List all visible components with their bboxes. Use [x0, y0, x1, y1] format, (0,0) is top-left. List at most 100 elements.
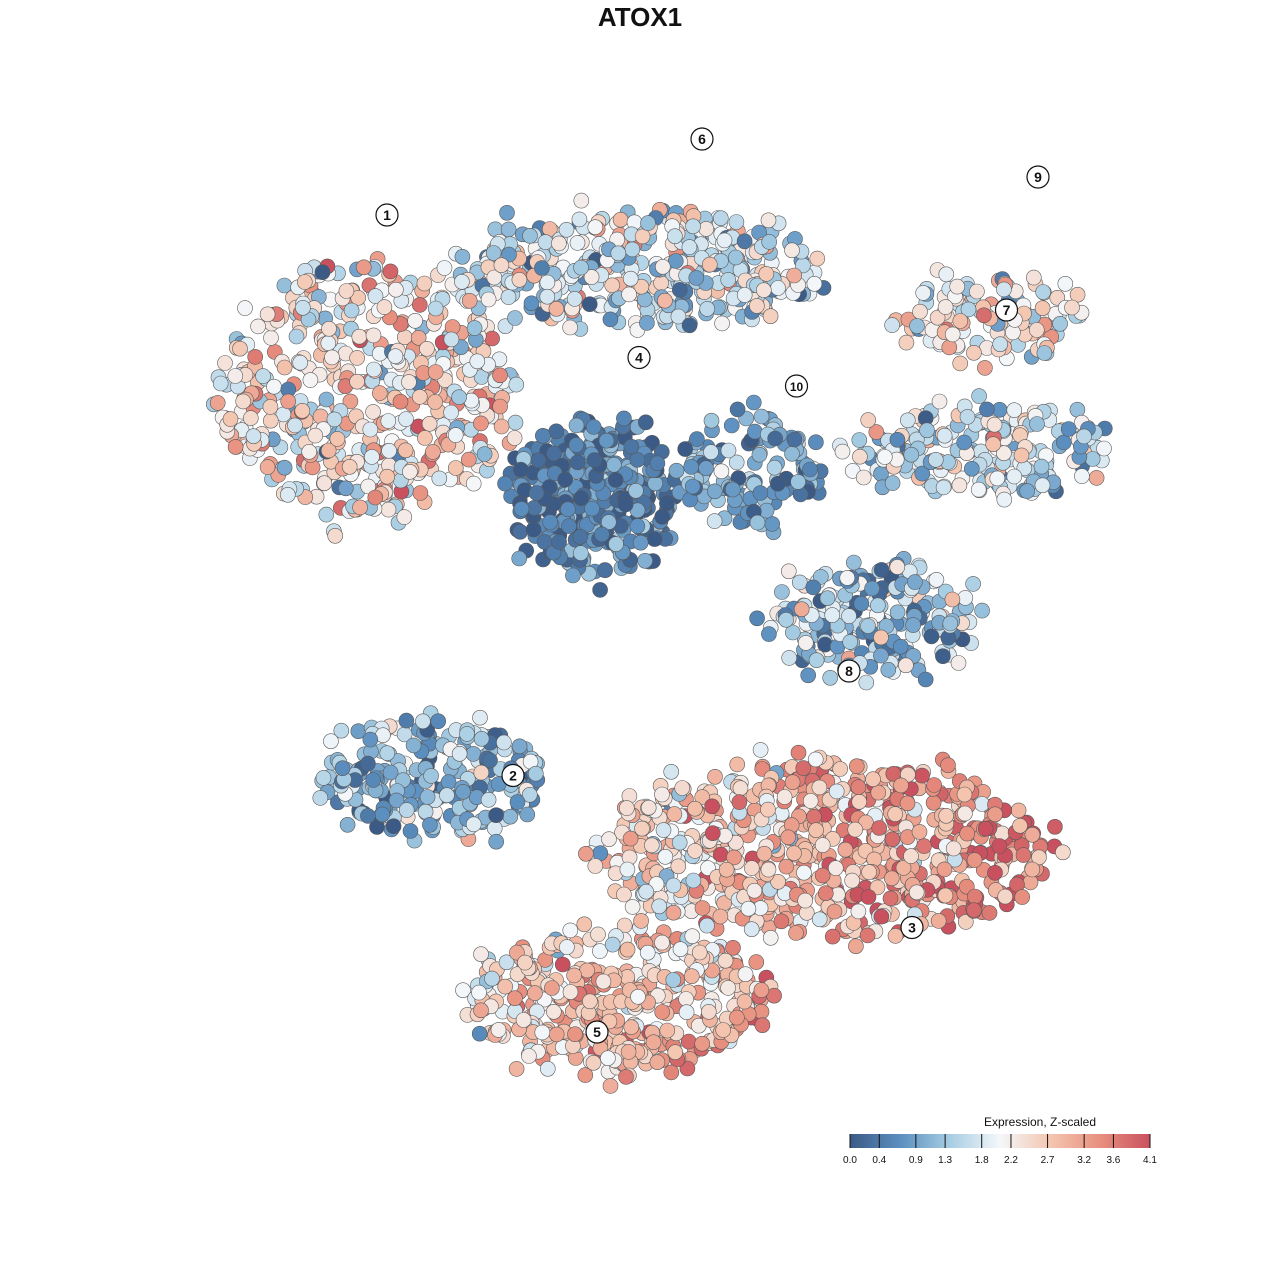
cell-point [797, 635, 814, 651]
cell-point [633, 913, 649, 929]
cluster-label-text: 10 [790, 380, 804, 394]
cell-point [766, 459, 783, 476]
cell-point [941, 339, 958, 356]
cell-point [227, 439, 244, 455]
cell-point [873, 562, 890, 578]
cell-point [774, 584, 790, 600]
cell-point [280, 393, 297, 410]
cell-point [717, 952, 734, 969]
cell-point [663, 1064, 680, 1081]
cell-point [451, 389, 467, 406]
cell-point [493, 418, 510, 435]
cluster-label-9: 9 [1026, 165, 1050, 189]
cell-point [497, 978, 514, 995]
cell-point [398, 411, 414, 427]
cell-point [557, 471, 574, 488]
cell-point [473, 946, 489, 963]
cell-point [882, 890, 899, 907]
cell-point [622, 270, 639, 287]
colorbar-tick-label: 0.9 [909, 1155, 923, 1166]
cell-point [259, 306, 276, 323]
cell-point [956, 786, 973, 803]
cell-point [367, 489, 384, 506]
cell-point [350, 289, 367, 306]
colorbar-tick-label: 1.3 [938, 1155, 952, 1166]
cell-point [633, 278, 650, 295]
cell-point [581, 296, 598, 313]
cell-point [844, 872, 860, 889]
cell-point [749, 298, 765, 314]
cell-point [334, 760, 351, 777]
cell-point [1006, 402, 1023, 419]
cell-point [1056, 434, 1072, 451]
cell-point [848, 938, 864, 955]
cell-point [634, 228, 651, 245]
cell-point [694, 789, 711, 805]
cell-point [687, 843, 703, 859]
cell-point [949, 278, 966, 295]
cell-point [654, 508, 671, 525]
cell-point [944, 326, 961, 343]
cell-point [365, 361, 382, 378]
cell-point [436, 260, 453, 276]
cell-point [212, 375, 229, 392]
cell-point [727, 249, 744, 266]
cell-point [465, 475, 482, 492]
cell-point [666, 806, 683, 822]
cell-point [971, 388, 987, 404]
cell-point [786, 845, 802, 862]
cell-point [712, 908, 729, 925]
cell-point [410, 329, 427, 346]
cell-point [905, 617, 922, 633]
cell-point [587, 858, 604, 874]
cell-point [704, 798, 720, 815]
cell-point [991, 838, 1008, 854]
cell-point [1029, 322, 1045, 338]
cell-point [850, 779, 867, 796]
cell-point [1024, 826, 1041, 843]
cell-point [895, 860, 912, 876]
cell-point [472, 709, 488, 726]
cell-point [637, 552, 653, 569]
cell-point [594, 526, 610, 543]
cell-point [455, 783, 471, 800]
cell-point [1014, 889, 1031, 905]
cell-point [385, 818, 402, 835]
cell-point [1047, 818, 1063, 835]
cell-point [796, 864, 812, 881]
cluster-label-badge [1026, 165, 1050, 189]
cell-point [970, 481, 987, 498]
cell-point [665, 972, 682, 988]
cell-point [793, 601, 810, 618]
cell-point [861, 864, 877, 880]
cell-point [473, 764, 490, 781]
cell-point [944, 591, 961, 608]
cell-point [343, 302, 360, 319]
cell-point [587, 219, 604, 235]
cell-point [916, 838, 932, 854]
cell-point [262, 399, 279, 415]
colorbar-tick-label: 0.0 [843, 1155, 857, 1166]
cell-point [419, 340, 435, 357]
cluster-label-badge [501, 763, 525, 788]
cell-point [629, 518, 646, 534]
cell-point [945, 840, 962, 857]
cell-point [640, 799, 657, 816]
cell-point [746, 882, 763, 899]
cell-point [326, 411, 343, 428]
cluster-label-5: 5 [585, 1020, 609, 1044]
cell-point [876, 449, 893, 465]
cell-point [931, 393, 948, 410]
cell-point [957, 590, 974, 606]
cell-point [977, 360, 993, 376]
cell-point [496, 734, 512, 751]
cell-point [914, 767, 930, 784]
cell-point [572, 545, 589, 561]
cell-point [484, 970, 500, 987]
cell-point [889, 559, 906, 575]
cell-point [571, 211, 588, 228]
cell-point [349, 373, 365, 390]
cell-point [760, 212, 777, 229]
cell-point [646, 531, 663, 547]
cell-point [263, 330, 279, 346]
